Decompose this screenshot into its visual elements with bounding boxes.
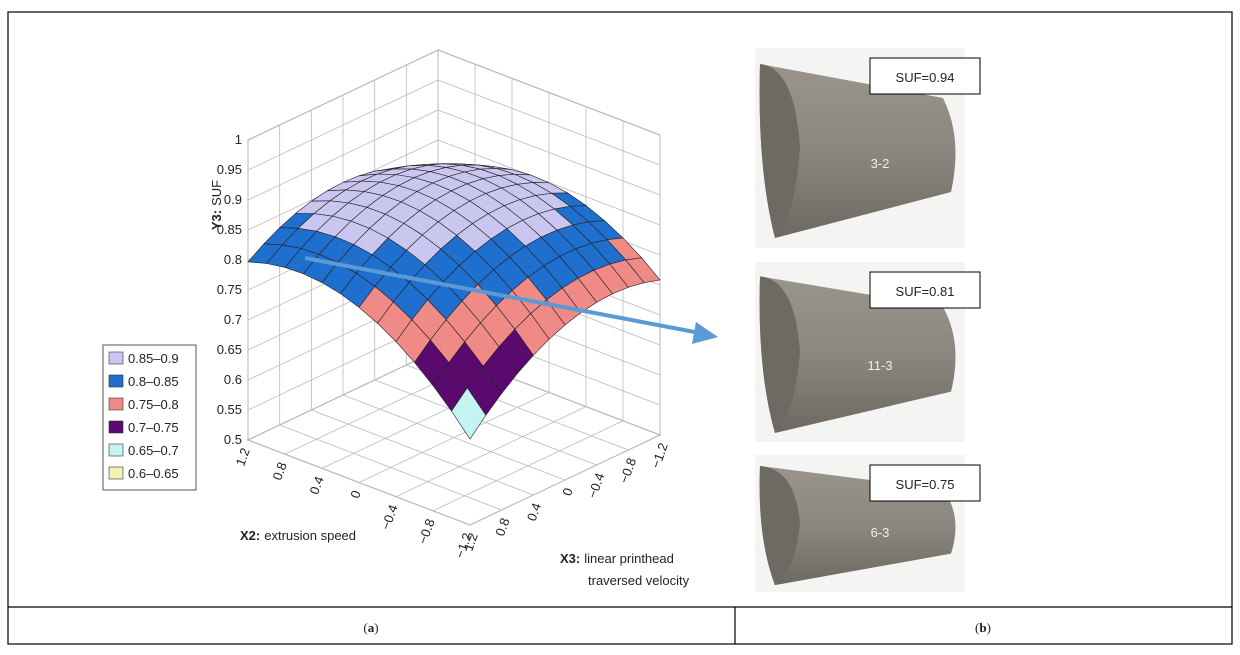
y-tick-label: 0.8	[492, 516, 512, 538]
caption-part: )	[987, 620, 991, 635]
z-tick-label: 0.9	[224, 192, 242, 207]
x-tick-label: 0	[347, 488, 364, 500]
z-tick-label: 1	[235, 132, 242, 147]
suf-label: SUF=0.81	[896, 284, 955, 299]
legend-swatch	[109, 467, 123, 479]
photos: 3-2 SUF=0.94 11-3 SUF=0.81 6-3 SUF=0.75	[755, 48, 980, 592]
z-tick-label: 0.65	[217, 342, 242, 357]
sample-marking: 3-2	[871, 156, 890, 171]
y-tick-label: −1.2	[648, 441, 671, 470]
y-axis-title-line2: traversed velocity	[588, 573, 690, 588]
x-tick-label: 0.4	[307, 474, 327, 496]
z-tick-label: 0.55	[217, 402, 242, 417]
legend-swatch	[109, 375, 123, 387]
x-axis-text: extrusion speed	[264, 528, 356, 543]
captions: (a) (b)	[363, 620, 991, 635]
x-tick-label: 1.2	[233, 446, 253, 468]
legend-swatch	[109, 421, 123, 433]
suf-label: SUF=0.75	[896, 477, 955, 492]
legend-label: 0.6–0.65	[128, 466, 179, 481]
legend-swatch	[109, 352, 123, 364]
y-axis-prefix: X3:	[560, 551, 580, 566]
arrow-head	[692, 322, 718, 344]
z-tick-label: 0.7	[224, 312, 242, 327]
legend-label: 0.85–0.9	[128, 351, 179, 366]
suf-label: SUF=0.94	[896, 70, 955, 85]
z-axis-title: Y3: SUF	[209, 180, 224, 230]
x-axis-title: X2: extrusion speed	[240, 528, 356, 543]
x-axis-prefix: X2:	[240, 528, 260, 543]
caption: (a)	[363, 620, 378, 635]
z-axis-text: SUF	[209, 180, 224, 206]
z-tick-label: 0.95	[217, 162, 242, 177]
legend-swatch	[109, 398, 123, 410]
caption-part: )	[374, 620, 378, 635]
x-tick-label: −0.8	[415, 517, 438, 546]
z-tick-label: 0.6	[224, 372, 242, 387]
sample-marking: 11-3	[867, 358, 892, 373]
y-tick-label: 0.4	[524, 501, 544, 523]
z-tick-label: 0.5	[224, 432, 242, 447]
caption-part: b	[979, 620, 986, 635]
y-tick-label: 0	[559, 486, 576, 498]
z-tick-label: 0.75	[217, 282, 242, 297]
x-tick-label: −0.4	[378, 503, 401, 532]
x-tick-label: 0.8	[270, 460, 290, 482]
y-axis-title: X3: linear printhead	[560, 551, 674, 566]
caption: (b)	[975, 620, 991, 635]
legend-label: 0.65–0.7	[128, 443, 179, 458]
legend-label: 0.8–0.85	[128, 374, 179, 389]
y-tick-label: −0.4	[585, 471, 608, 500]
y-tick-label: −0.8	[616, 456, 639, 485]
legend-label: 0.7–0.75	[128, 420, 179, 435]
legend-label: 0.75–0.8	[128, 397, 179, 412]
figure: 0.50.550.60.650.70.750.80.850.90.9511.20…	[0, 0, 1240, 650]
surface-chart: 0.50.550.60.650.70.750.80.850.90.9511.20…	[103, 50, 718, 588]
z-tick-label: 0.8	[224, 252, 242, 267]
sample-marking: 6-3	[871, 525, 890, 540]
y-axis-text: linear printhead	[584, 551, 674, 566]
z-axis-prefix: Y3:	[209, 210, 224, 230]
legend-swatch	[109, 444, 123, 456]
